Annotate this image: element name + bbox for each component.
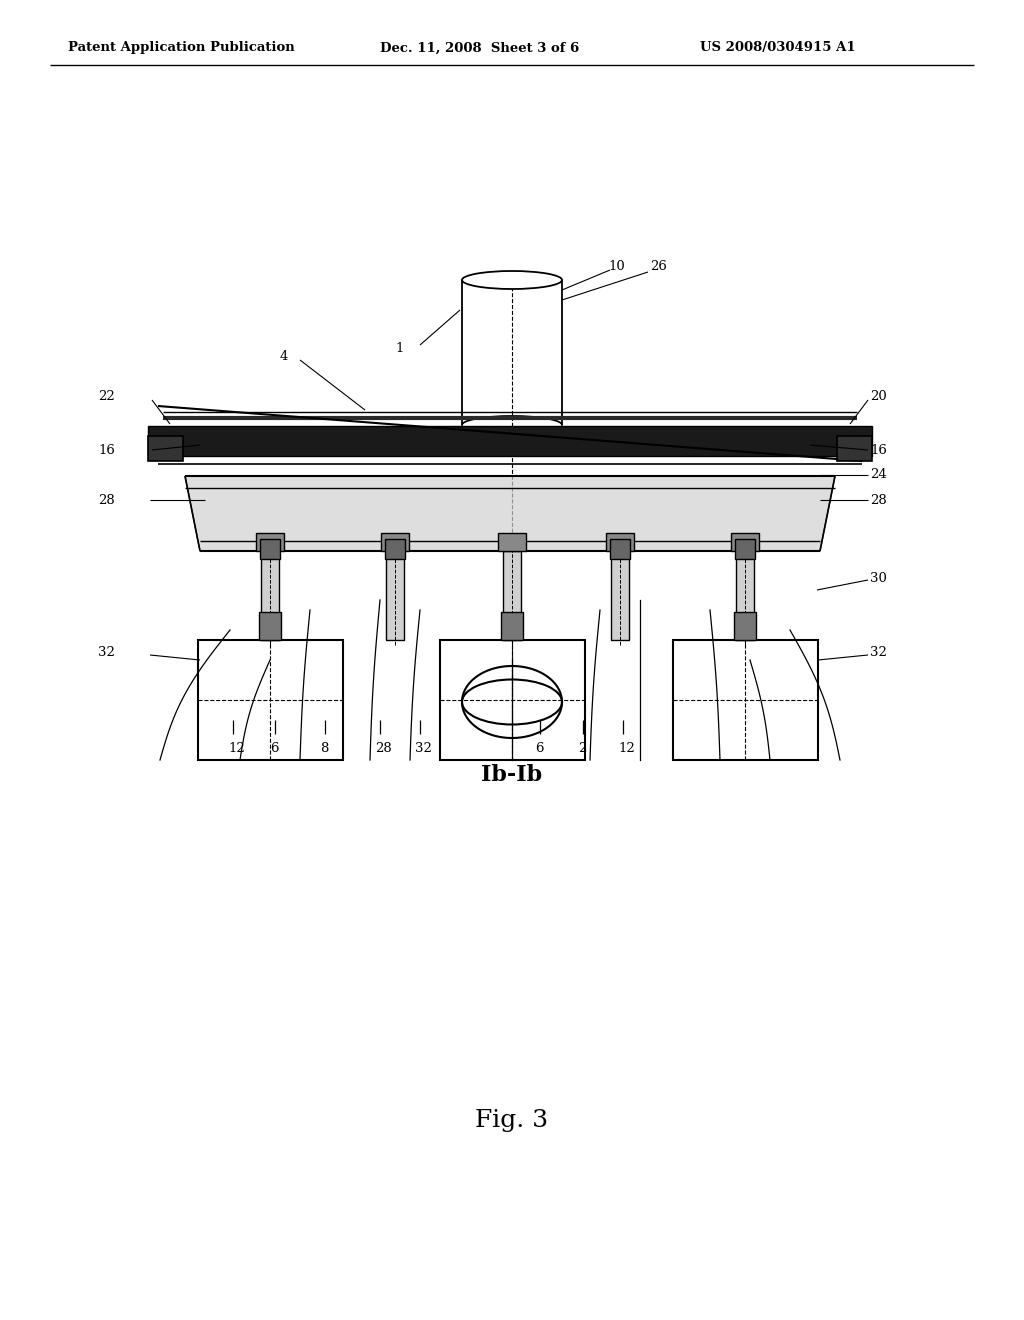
Text: 32: 32 — [415, 742, 432, 755]
Bar — [837, 436, 872, 461]
Bar — [503, 550, 521, 640]
Text: 6: 6 — [535, 742, 544, 755]
Bar — [260, 539, 280, 558]
Bar — [606, 533, 634, 550]
Bar — [734, 612, 756, 640]
Text: 28: 28 — [870, 494, 887, 507]
Bar — [148, 436, 183, 461]
Text: 12: 12 — [228, 742, 245, 755]
Bar — [501, 612, 523, 640]
Text: US 2008/0304915 A1: US 2008/0304915 A1 — [700, 41, 856, 54]
Bar — [386, 550, 404, 640]
Bar — [610, 539, 630, 558]
Text: 4: 4 — [280, 351, 289, 363]
Text: 16: 16 — [98, 444, 115, 457]
Text: 24: 24 — [870, 469, 887, 482]
Bar — [259, 612, 281, 640]
Bar — [673, 640, 818, 760]
Text: 8: 8 — [319, 742, 329, 755]
Text: Ib-Ib: Ib-Ib — [481, 764, 543, 785]
Text: 2: 2 — [578, 742, 587, 755]
Text: 6: 6 — [270, 742, 279, 755]
Text: 28: 28 — [375, 742, 392, 755]
Text: Fig. 3: Fig. 3 — [475, 1109, 549, 1131]
Text: 32: 32 — [98, 645, 115, 659]
Text: 32: 32 — [870, 645, 887, 659]
Text: 30: 30 — [870, 572, 887, 585]
Bar — [736, 550, 754, 640]
Bar — [148, 426, 872, 455]
Bar — [381, 533, 409, 550]
Bar — [735, 539, 755, 558]
Bar — [731, 533, 759, 550]
Bar — [611, 550, 629, 640]
Bar — [256, 533, 284, 550]
Text: 22: 22 — [98, 391, 115, 404]
Bar — [261, 550, 279, 640]
Text: 20: 20 — [870, 391, 887, 404]
Bar — [498, 533, 526, 550]
Polygon shape — [185, 477, 835, 550]
Text: 28: 28 — [98, 494, 115, 507]
Text: 12: 12 — [618, 742, 635, 755]
Text: 16: 16 — [870, 444, 887, 457]
Ellipse shape — [462, 271, 562, 289]
Text: Dec. 11, 2008  Sheet 3 of 6: Dec. 11, 2008 Sheet 3 of 6 — [380, 41, 580, 54]
Text: 10: 10 — [608, 260, 625, 273]
Text: Patent Application Publication: Patent Application Publication — [68, 41, 295, 54]
Text: 26: 26 — [650, 260, 667, 273]
Text: 1: 1 — [395, 342, 403, 355]
Bar — [385, 539, 406, 558]
Bar — [440, 640, 585, 760]
Bar — [198, 640, 343, 760]
